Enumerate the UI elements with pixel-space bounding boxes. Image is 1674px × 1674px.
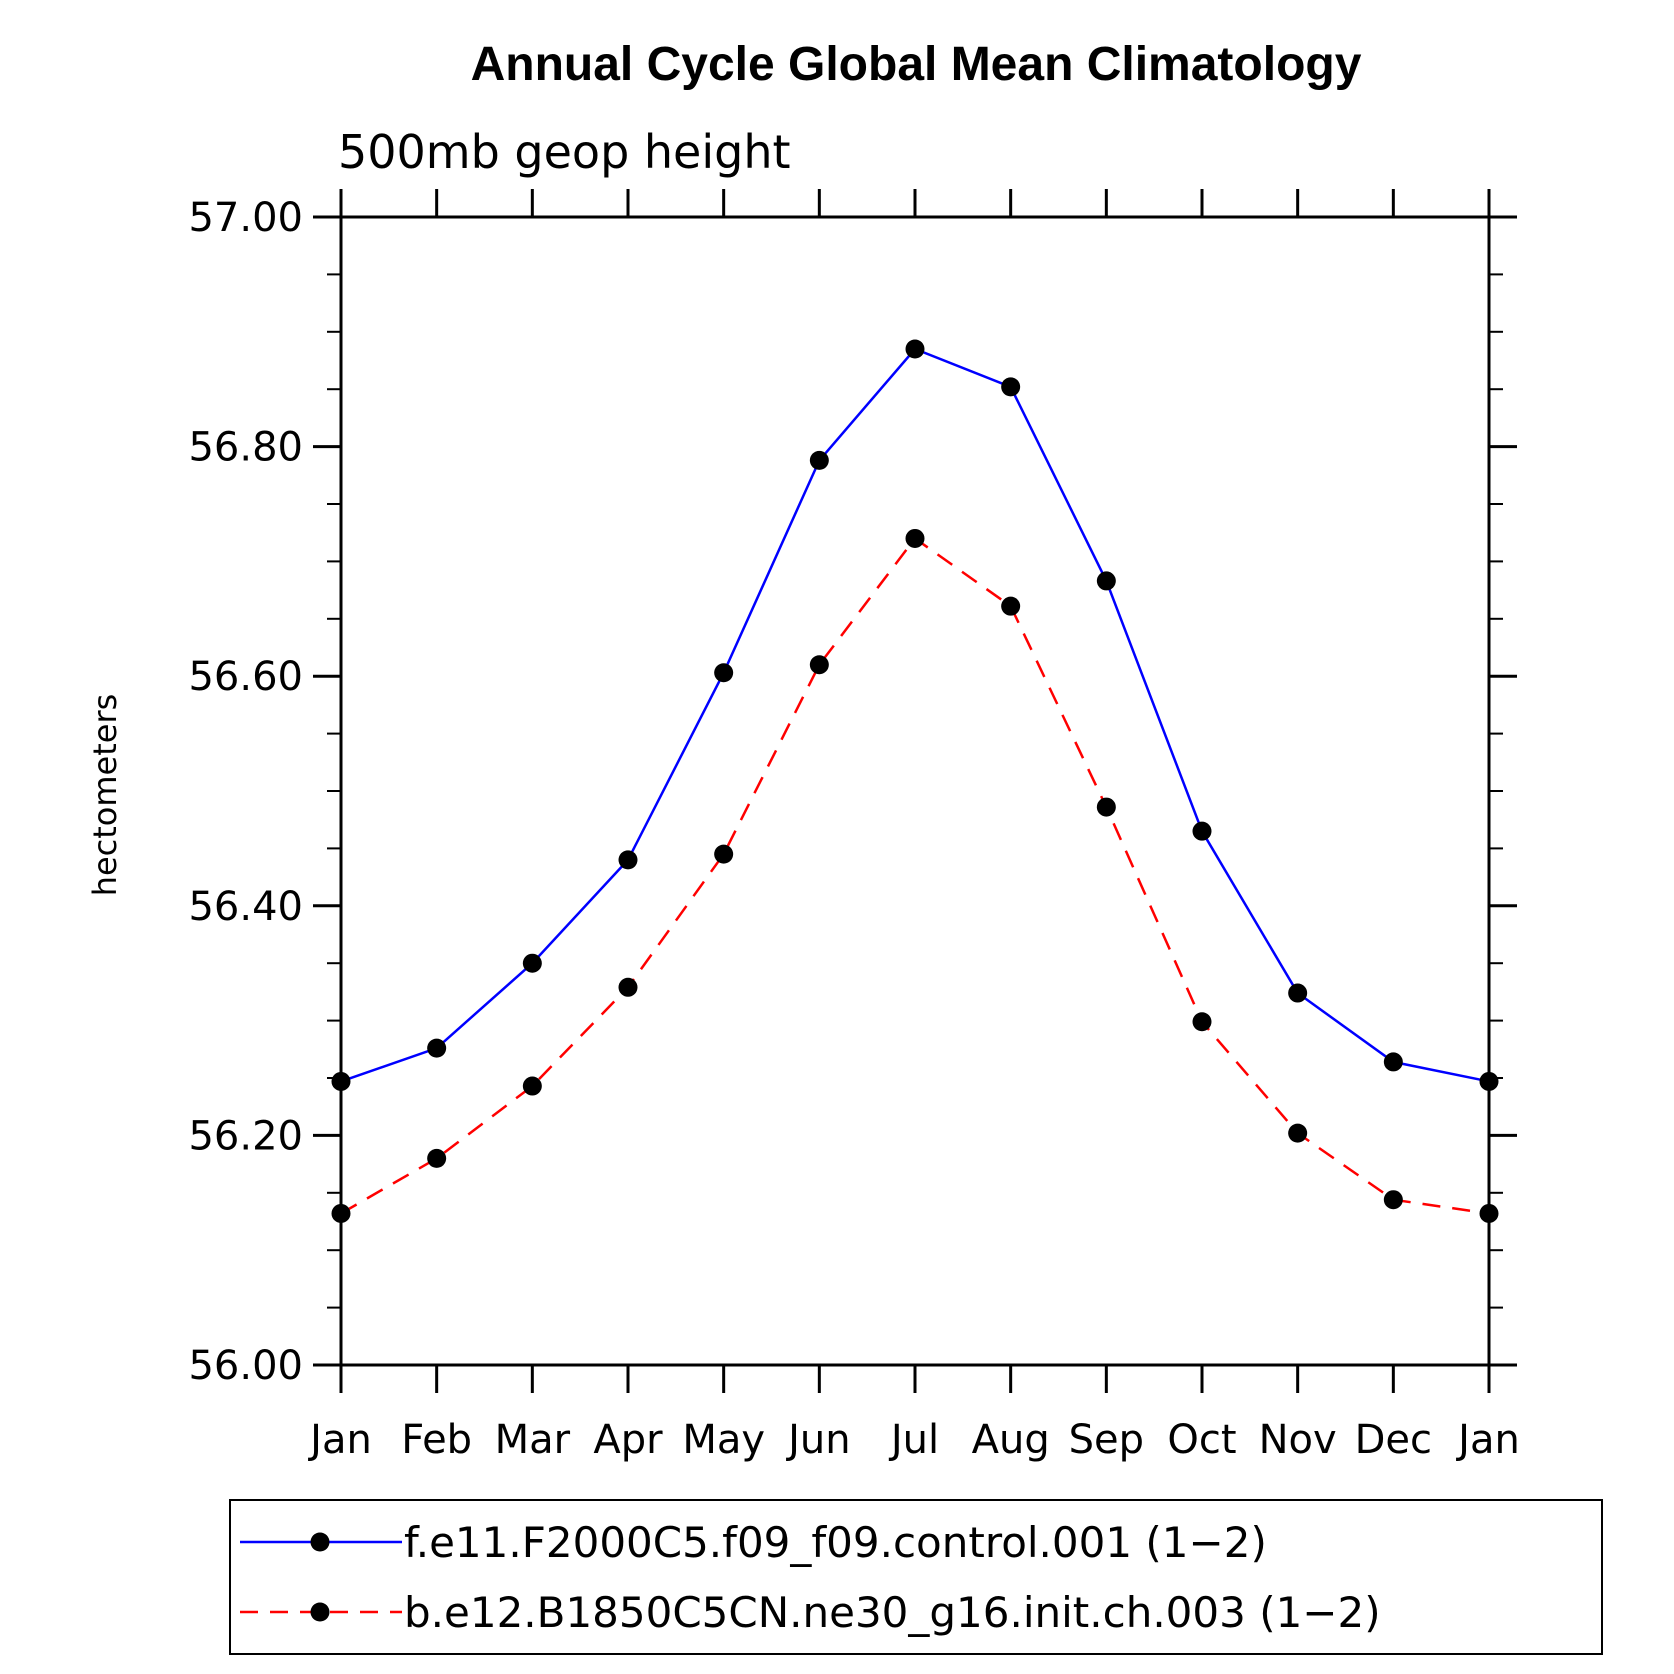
x-tick-label: Sep [1069, 1417, 1144, 1463]
data-point [618, 977, 638, 997]
data-point [714, 844, 734, 864]
data-point [1096, 797, 1116, 817]
chart-subtitle: 500mb geop height [338, 125, 791, 179]
plot-frame [339, 215, 1491, 1367]
data-point [1383, 1052, 1403, 1072]
series-line-1 [340, 347, 1490, 1083]
data-point [1001, 377, 1021, 397]
data-point [1288, 983, 1308, 1003]
data-point [1192, 821, 1212, 841]
data-point [1288, 1123, 1308, 1143]
data-point [1192, 1012, 1212, 1032]
x-tick-label: Mar [495, 1417, 571, 1463]
data-point [331, 1071, 351, 1091]
data-point [1383, 1190, 1403, 1210]
data-point [809, 450, 829, 470]
legend-box [229, 1499, 1603, 1655]
data-point [522, 953, 542, 973]
legend-marker [310, 1602, 330, 1622]
x-tick-label: Jul [888, 1417, 939, 1463]
data-point [809, 655, 829, 675]
data-point [331, 1203, 351, 1223]
chart-title: Annual Cycle Global Mean Climatology [471, 38, 1362, 91]
x-tick-label: Aug [972, 1417, 1050, 1463]
y-tick-label: 56.80 [188, 425, 303, 471]
legend-marker [310, 1532, 330, 1552]
x-tick-label: Apr [593, 1417, 663, 1463]
y-tick-label: 57.00 [188, 195, 303, 241]
y-tick-label: 56.00 [188, 1343, 303, 1389]
legend-label-1: f.e11.F2000C5.f09_f09.control.001 (1−2) [404, 1518, 1267, 1567]
axis-ticks: 56.00 56.20 56.40 56.60 56.80 57.00 Jan Feb Mar A… [188, 189, 1520, 1463]
series-line-2 [340, 536, 1490, 1215]
data-point [1096, 571, 1116, 591]
data-point [427, 1038, 447, 1058]
x-tick-label: Jan [1455, 1417, 1520, 1463]
y-axis-label: hectometers [86, 694, 124, 897]
data-point [618, 850, 638, 870]
data-point [427, 1148, 447, 1168]
y-tick-label: 56.60 [188, 654, 303, 700]
data-point [905, 339, 925, 359]
x-tick-label: Dec [1355, 1417, 1432, 1463]
legend: f.e11.F2000C5.f09_f09.control.001 (1−2) b… [229, 1499, 1603, 1655]
x-tick-label: Jun [785, 1417, 851, 1463]
y-tick-label: 56.20 [188, 1113, 303, 1159]
series-group [331, 339, 1499, 1223]
data-point [1479, 1071, 1499, 1091]
data-point [1001, 596, 1021, 616]
legend-label-2: b.e12.B1850C5CN.ne30_g16.init.ch.003 (1−… [404, 1588, 1381, 1637]
x-tick-label: Oct [1167, 1417, 1236, 1463]
x-tick-label: Feb [401, 1417, 472, 1463]
x-tick-label: Jan [307, 1417, 372, 1463]
data-point [1479, 1203, 1499, 1223]
x-tick-label: May [682, 1417, 765, 1463]
y-tick-label: 56.40 [188, 884, 303, 930]
data-point [522, 1076, 542, 1096]
data-point [714, 663, 734, 683]
x-tick-label: Nov [1259, 1417, 1337, 1463]
data-point [905, 528, 925, 548]
